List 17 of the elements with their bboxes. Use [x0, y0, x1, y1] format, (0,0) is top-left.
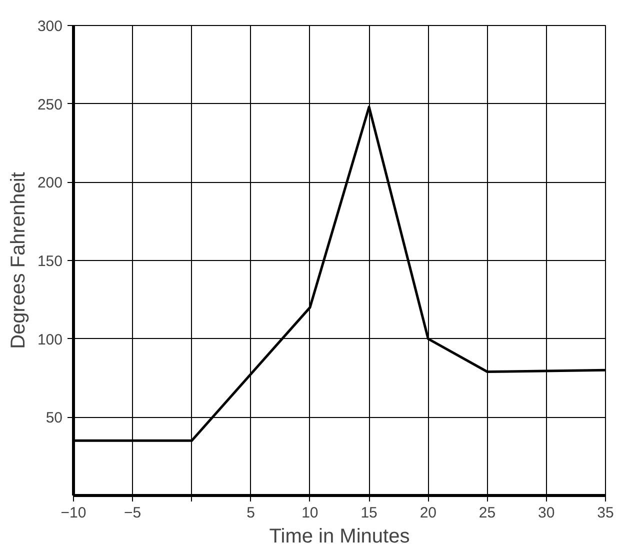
y-tick-label: 300 — [37, 18, 63, 35]
y-tick-label: 200 — [37, 174, 63, 192]
x-tick-label: 15 — [360, 504, 378, 522]
x-tick-label: 5 — [246, 504, 256, 522]
x-tick-label: −10 — [60, 504, 86, 522]
y-tick-label: 100 — [37, 331, 63, 348]
y-axis-title: Degrees Fahrenheit — [8, 172, 30, 349]
y-tick-label: 150 — [37, 253, 63, 270]
x-tick-label: 35 — [597, 504, 614, 522]
x-tick-label: −5 — [124, 504, 142, 522]
x-tick-label: 20 — [420, 504, 437, 522]
x-tick-label: 30 — [538, 504, 555, 522]
x-axis-title: Time in Minutes — [269, 526, 410, 548]
x-tick-label: 10 — [302, 504, 318, 522]
y-tick-label: 250 — [37, 96, 63, 114]
x-tick-label: 25 — [478, 504, 496, 522]
y-tick-label: 50 — [46, 410, 63, 427]
